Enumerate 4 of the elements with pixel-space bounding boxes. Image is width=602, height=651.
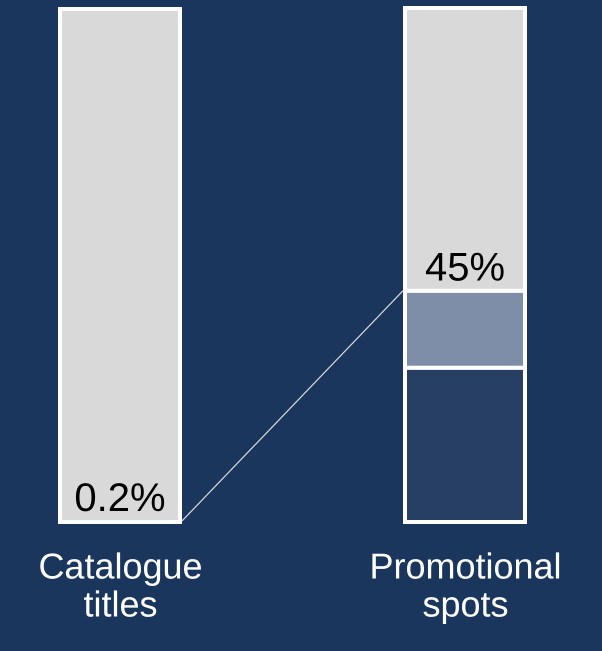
x-tick-label: Catalogue titles: [38, 546, 203, 624]
annotation: 45%: [424, 246, 506, 290]
annotation: 0.2%: [74, 476, 166, 520]
x-tick-label: Promotional spots: [369, 546, 562, 624]
